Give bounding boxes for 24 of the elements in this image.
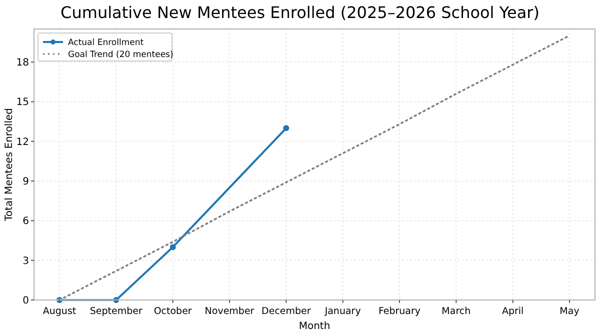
x-tick-label: August <box>42 306 76 317</box>
x-tick-label: January <box>324 306 362 317</box>
x-tick-label: February <box>378 306 421 317</box>
x-tick-label: April <box>502 306 524 317</box>
chart-title: Cumulative New Mentees Enrolled (2025–2026 School Year) <box>60 3 540 22</box>
y-axis-title: Total Mentees Enrolled <box>4 108 15 222</box>
point <box>170 244 176 250</box>
y-tick-label: 15 <box>16 97 29 108</box>
x-tick-label: November <box>204 306 254 317</box>
legend-label: Actual Enrollment <box>68 38 144 48</box>
y-tick-label: 18 <box>16 58 29 69</box>
x-tick-label: March <box>442 306 471 317</box>
y-tick-label: 9 <box>22 176 29 188</box>
y-tick-label: 12 <box>16 136 29 148</box>
point <box>283 125 290 132</box>
y-tick-label: 3 <box>22 256 29 267</box>
x-tick-label: October <box>154 306 192 317</box>
x-tick-label: December <box>262 306 311 317</box>
y-tick-label: 6 <box>22 216 29 228</box>
x-tick-label: September <box>90 306 143 317</box>
legend-label: Goal Trend (20 mentees) <box>68 50 174 60</box>
x-axis-title: Month <box>298 321 330 332</box>
x-tick-label: May <box>560 306 580 317</box>
y-tick-label: 0 <box>22 296 29 306</box>
